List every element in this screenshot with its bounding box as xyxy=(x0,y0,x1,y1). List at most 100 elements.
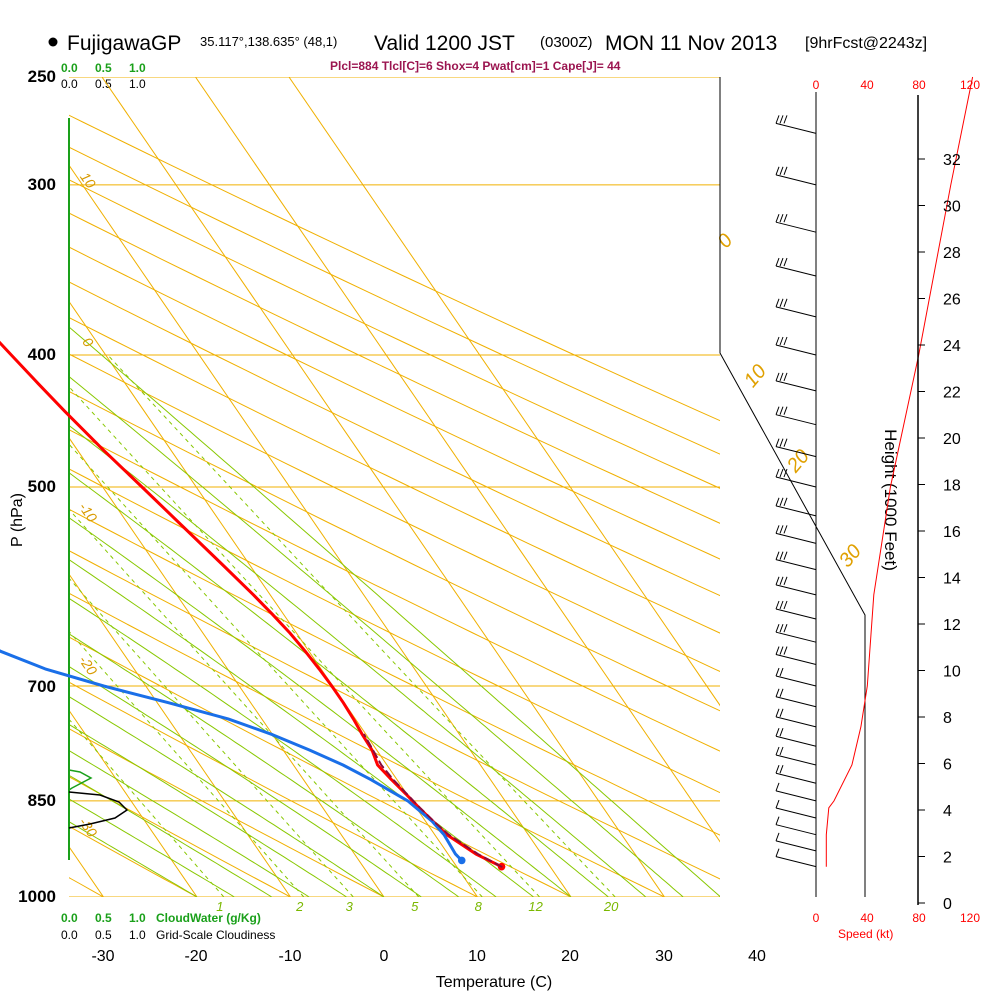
wind-barb-flag xyxy=(775,799,780,809)
wind-barb-flag xyxy=(783,372,788,382)
wind-barb xyxy=(775,476,817,488)
mixing-ratio-label: 2 xyxy=(295,899,304,914)
wind-barb-flag xyxy=(775,688,780,697)
height-tick-label: 16 xyxy=(943,524,961,541)
mixing-ratio-line xyxy=(69,630,305,897)
data-layer: 1 2 3 5 8 12 20100-10-20-300102030024681012141… xyxy=(0,76,974,914)
wind-barb-flag xyxy=(775,336,780,346)
wind-barb-flag xyxy=(783,468,788,478)
wind-barb xyxy=(775,772,817,784)
wind-barb-flag xyxy=(775,551,780,560)
station-dot-icon xyxy=(48,37,58,47)
speed-top-40: 40 xyxy=(860,78,874,92)
wind-barb-flag xyxy=(779,708,784,718)
wind-barb xyxy=(775,505,817,517)
height-tick-label: 28 xyxy=(943,245,961,262)
height-tick-label: 12 xyxy=(943,617,961,634)
wind-speed-line xyxy=(825,76,974,867)
wind-barb xyxy=(775,735,817,747)
moist-adiabat-line xyxy=(69,517,572,897)
isotherm-label: 10 xyxy=(77,169,99,191)
wind-barb-flag xyxy=(775,115,780,124)
t-tick-40: 40 xyxy=(748,948,766,965)
t-tick-30: 30 xyxy=(655,948,673,965)
station-coords: 35.117°,138.635° (48,1) xyxy=(200,34,337,49)
wind-barb-flag xyxy=(779,214,784,223)
cloud-water-trace xyxy=(68,769,93,791)
height-tick-label: 4 xyxy=(943,803,952,820)
top-black-scale-1: 0.5 xyxy=(95,77,112,91)
isotherm-line xyxy=(69,709,198,897)
wind-barb-flag xyxy=(783,525,788,534)
wind-barb xyxy=(775,344,817,356)
wind-barb xyxy=(775,584,817,596)
moist-adiabat-line xyxy=(69,424,647,897)
wind-barb-flag xyxy=(779,688,784,697)
wind-barb xyxy=(775,790,817,802)
dry-adiabat-line xyxy=(0,77,10,897)
speed-top-0: 0 xyxy=(813,78,820,92)
speed-top-120: 120 xyxy=(960,78,980,92)
height-tick-label: 22 xyxy=(943,385,961,402)
isotherm-line xyxy=(0,77,10,897)
wind-barb-flag xyxy=(783,406,788,415)
wind-barb xyxy=(775,122,817,134)
moist-adiabat-line xyxy=(69,375,684,897)
dry-adiabat-line xyxy=(69,179,720,489)
wind-barb-flag xyxy=(779,576,784,586)
height-tick-label: 18 xyxy=(943,478,961,495)
wind-barb-flag xyxy=(779,667,784,677)
t-tick-10: 10 xyxy=(468,948,486,965)
height-tick-label: 10 xyxy=(943,664,961,681)
wind-barb-flag xyxy=(775,600,780,610)
moist-adiabat-line xyxy=(69,696,385,897)
dry-adiabat-line xyxy=(69,114,720,422)
theta-label: 20 xyxy=(782,446,814,478)
wind-barb-flag xyxy=(783,551,788,560)
speed-bottom-80: 80 xyxy=(912,911,926,925)
isotherm-line xyxy=(69,300,478,897)
bottom-black-scale-1: 0.5 xyxy=(95,928,112,942)
height-tick-label: 2 xyxy=(943,850,952,867)
wind-barb-flag xyxy=(775,728,780,737)
height-tick-label: 14 xyxy=(943,571,961,588)
height-tick-label: 26 xyxy=(943,292,961,309)
theta-label: 10 xyxy=(740,361,771,392)
isotherm-label: 0 xyxy=(79,334,97,350)
cloud-water-label: CloudWater (g/Kg) xyxy=(156,911,261,925)
wind-barb-flag xyxy=(779,746,784,756)
wind-barb-flag xyxy=(775,782,780,792)
isotherm-label: -20 xyxy=(76,652,101,678)
wind-barb-flag xyxy=(779,497,784,507)
wind-barb-flag xyxy=(775,667,780,677)
dry-adiabat-line xyxy=(69,317,720,634)
dry-adiabat-line xyxy=(69,681,478,897)
dry-adiabat-line xyxy=(69,281,720,597)
wind-barb-flag xyxy=(783,257,788,267)
wind-barb xyxy=(775,265,817,277)
t-tick-m20: -20 xyxy=(184,948,207,965)
mixing-ratio-label: 20 xyxy=(603,899,619,914)
wind-barb-flag xyxy=(779,551,784,560)
mixing-ratio-line xyxy=(69,718,225,897)
wind-barb-flag xyxy=(775,525,780,534)
wind-barb xyxy=(775,807,817,819)
wind-barb-flag xyxy=(783,115,788,124)
dry-adiabat-line xyxy=(69,468,720,794)
p-tick-400: 400 xyxy=(28,345,56,364)
wind-barb-flag xyxy=(783,576,788,586)
wind-barb-flag xyxy=(779,257,784,267)
moist-adiabat-line xyxy=(69,749,310,897)
forecast-label: [9hrFcst@2243z] xyxy=(805,35,927,52)
speed-top-80: 80 xyxy=(912,78,926,92)
theta-label: 30 xyxy=(835,541,866,572)
moist-adiabat-line xyxy=(69,597,497,897)
mixing-ratio-label: 5 xyxy=(411,899,419,914)
wind-barb xyxy=(775,856,817,868)
y-axis-title: P (hPa) xyxy=(9,493,26,547)
wind-barb-flag xyxy=(775,746,780,756)
bottom-green-scale-0: 0.0 xyxy=(61,911,78,925)
moist-adiabat-line xyxy=(69,326,720,897)
wind-barb xyxy=(775,675,817,687)
wind-barb xyxy=(775,840,817,852)
